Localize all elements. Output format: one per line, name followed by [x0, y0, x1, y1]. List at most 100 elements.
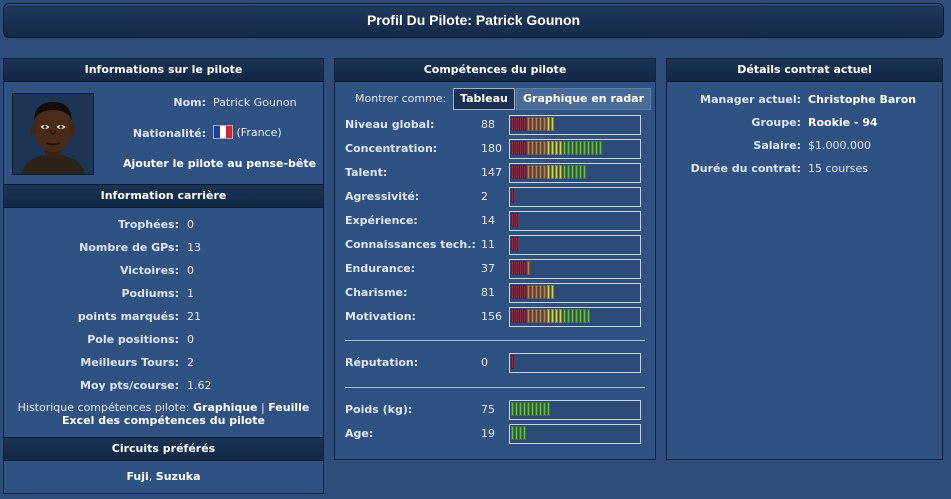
skill-bar-segment: [535, 402, 538, 416]
skill-bar-segment: [515, 402, 518, 416]
skill-bar-segment: [531, 165, 534, 179]
circuits-header: Circuits préférés: [4, 437, 323, 461]
skill-value: 75: [481, 403, 495, 416]
skill-bar-segment: [579, 309, 582, 323]
circuit-fuji[interactable]: Fuji: [126, 470, 149, 483]
skill-bar-segment: [559, 141, 562, 155]
skill-value: 11: [481, 238, 495, 251]
skill-bar-segment: [527, 261, 530, 275]
career-label: Pole positions:: [87, 333, 179, 346]
contract-panel: Détails contrat actuel Manager actuel: Ch…: [666, 58, 943, 460]
career-value: 21: [187, 310, 201, 323]
skill-bar: [509, 235, 641, 255]
career-value: 0: [187, 264, 194, 277]
skill-bar-segment: [535, 117, 538, 131]
nationality-value: (France): [213, 125, 282, 139]
skill-bar-segment: [523, 261, 526, 275]
skill-bar-segment: [547, 402, 550, 416]
skill-bar-segment: [583, 165, 586, 179]
career-label: Moy pts/course:: [80, 379, 179, 392]
show-as-label: Montrer comme:: [355, 92, 447, 105]
skill-bar-segment: [579, 165, 582, 179]
skill-bar-segment: [519, 117, 522, 131]
contract-header: Détails contrat actuel: [667, 59, 942, 82]
contract-value: 15 courses: [808, 162, 868, 175]
skill-bar-segment: [535, 141, 538, 155]
skill-bar-segment: [527, 402, 530, 416]
skill-bar-fill: [511, 426, 527, 442]
skill-bar: [509, 211, 641, 231]
page-title: Profil Du Pilote: Patrick Gounon: [3, 3, 944, 38]
skill-bar-segment: [511, 309, 514, 323]
skill-bar-segment: [519, 261, 522, 275]
circuit-suzuka[interactable]: Suzuka: [155, 470, 201, 483]
skill-bar-segment: [519, 285, 522, 299]
skill-bar-segment: [539, 141, 542, 155]
skill-bar-segment: [555, 309, 558, 323]
skill-bar-segment: [563, 165, 566, 179]
history-prefix: Historique compétences pilote:: [17, 401, 190, 414]
history-graph-link[interactable]: Graphique: [192, 401, 258, 414]
skill-bar-segment: [515, 261, 518, 275]
contract-value: Rookie - 94: [808, 116, 878, 129]
skill-bar: [509, 115, 641, 135]
skill-bar-fill: [511, 213, 519, 229]
skill-bar-segment: [511, 402, 514, 416]
skills-header: Compétences du pilote: [335, 59, 655, 82]
skill-bar-segment: [519, 141, 522, 155]
skill-bar-segment: [511, 189, 514, 203]
skill-bar-segment: [543, 141, 546, 155]
skill-bar-segment: [543, 165, 546, 179]
skill-bar-segment: [527, 117, 530, 131]
career-value: 0: [187, 218, 194, 231]
skill-bar-segment: [515, 285, 518, 299]
skill-bar-segment: [523, 402, 526, 416]
skill-bar-fill: [511, 141, 603, 157]
add-to-notepad-link[interactable]: Ajouter le pilote au pense-bête: [123, 157, 317, 170]
history-excel-link-a[interactable]: Feuille: [268, 401, 310, 414]
name-value: Patrick Gounon: [213, 96, 297, 109]
pilot-photo: [12, 93, 94, 175]
skill-bar-segment: [575, 165, 578, 179]
skill-label: Connaissances tech.:: [345, 238, 476, 251]
skill-bar-segment: [523, 426, 526, 440]
skill-bar-segment: [543, 285, 546, 299]
table-view-button[interactable]: Tableau: [453, 88, 515, 110]
skill-label: Motivation:: [345, 310, 416, 323]
skill-bar: [509, 353, 641, 373]
skill-bar-segment: [515, 141, 518, 155]
radar-view-button[interactable]: Graphique en radar: [516, 88, 652, 110]
skill-bar-segment: [571, 165, 574, 179]
skill-bar-segment: [535, 309, 538, 323]
skill-bar-segment: [511, 285, 514, 299]
career-value: 2: [187, 356, 194, 369]
skill-bar: [509, 259, 641, 279]
skill-label: Réputation:: [345, 356, 419, 369]
skill-bar-segment: [511, 165, 514, 179]
skill-bar-segment: [547, 285, 550, 299]
skill-bar-fill: [511, 285, 555, 301]
skill-bar-segment: [535, 165, 538, 179]
skill-bar: [509, 163, 641, 183]
skill-bar-segment: [531, 402, 534, 416]
career-value: 13: [187, 241, 201, 254]
skill-bar-segment: [511, 355, 514, 369]
skill-bar-segment: [551, 141, 554, 155]
skill-bar-fill: [511, 165, 587, 181]
skill-label: Concentration:: [345, 142, 438, 155]
skill-value: 37: [481, 262, 495, 275]
skill-bar-segment: [523, 165, 526, 179]
contract-label: Durée du contrat:: [690, 162, 801, 175]
career-label: Nombre de GPs:: [79, 241, 179, 254]
career-value: 1.62: [187, 379, 212, 392]
skill-bar-segment: [515, 237, 518, 251]
skill-bar-segment: [531, 309, 534, 323]
skill-bar: [509, 283, 641, 303]
skill-bar-segment: [511, 237, 514, 251]
skill-bar-segment: [551, 285, 554, 299]
skill-bar-segment: [579, 141, 582, 155]
skill-value: 156: [481, 310, 502, 323]
avatar-icon: [13, 94, 93, 174]
history-excel-link-b[interactable]: Excel des compétences du pilote: [62, 414, 265, 427]
skill-bar-segment: [515, 117, 518, 131]
